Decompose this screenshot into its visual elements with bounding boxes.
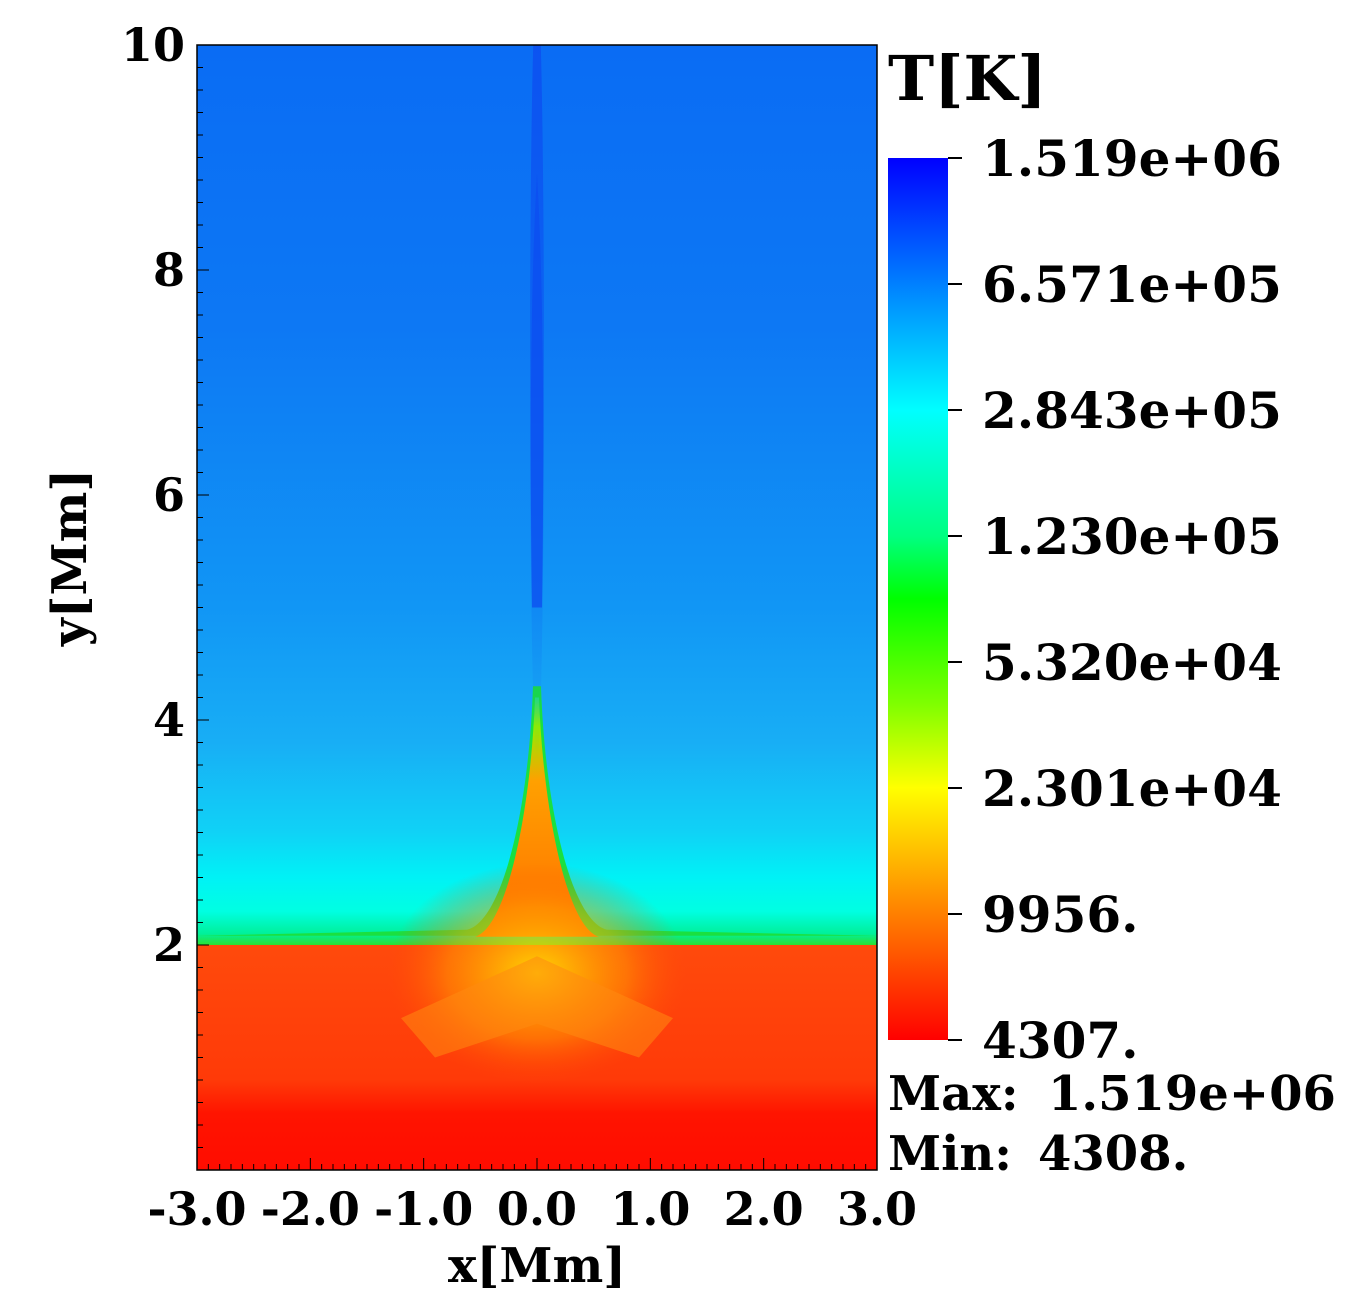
colorbar-tick-label: 2.843e+05	[982, 381, 1282, 440]
y-tick-label: 4	[153, 693, 185, 747]
colorbar-tick-label: 6.571e+05	[982, 255, 1282, 314]
x-tick-label: 0.0	[497, 1182, 577, 1236]
colorbar-tick-label: 4307.	[982, 1011, 1139, 1070]
jet-column	[475, 697, 599, 937]
y-axis: 2 4 6 8 10	[121, 18, 209, 1171]
colorbar-tick-label: 5.320e+04	[982, 633, 1282, 692]
colorbar-tick-label: 1.519e+06	[982, 129, 1282, 188]
colorbar-tick-label: 1.230e+05	[982, 507, 1282, 566]
x-tick-label: -1.0	[374, 1182, 473, 1236]
colorbar: 1.519e+06 6.571e+05 2.843e+05 1.230e+05 5.32…	[888, 129, 1282, 1070]
x-tick-label: 2.0	[724, 1182, 804, 1236]
max-label: Max:	[888, 1066, 1019, 1122]
max-value: 1.519e+06	[1048, 1066, 1336, 1122]
x-tick-label: -3.0	[147, 1182, 246, 1236]
temperature-field	[197, 45, 877, 1170]
colorbar-tick-label: 9956.	[982, 885, 1139, 944]
x-tick-label: -2.0	[261, 1182, 360, 1236]
x-tick-label: 3.0	[837, 1182, 917, 1236]
y-tick-label: 8	[153, 243, 185, 297]
min-label: Min:	[888, 1126, 1012, 1182]
x-axis: -3.0 -2.0 -1.0 0.0 1.0 2.0 3.0	[147, 1158, 917, 1236]
y-tick-label: 6	[153, 468, 185, 522]
y-axis-label: y[Mm]	[42, 469, 98, 647]
colorbar-title: T[K]	[888, 42, 1047, 115]
shock-front	[401, 956, 673, 1058]
x-axis-label: x[Mm]	[448, 1238, 626, 1294]
min-value: 4308.	[1038, 1126, 1188, 1182]
y-tick-label: 2	[153, 918, 185, 972]
jet-core-tip	[530, 174, 544, 608]
colorbar-gradient	[888, 158, 948, 1040]
colorbar-tick-label: 2.301e+04	[982, 759, 1282, 818]
x-tick-label: 1.0	[610, 1182, 690, 1236]
y-tick-label: 10	[121, 18, 185, 72]
